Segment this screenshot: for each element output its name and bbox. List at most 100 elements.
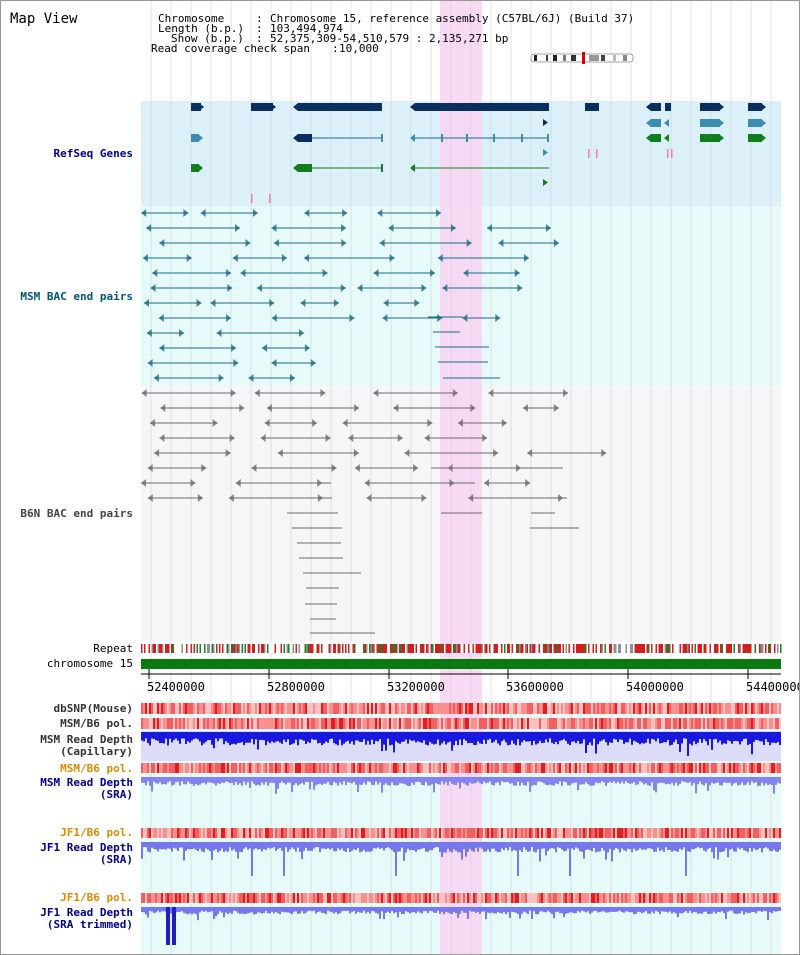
gene-tick xyxy=(671,149,673,158)
track-label-msm-cap-1[interactable]: MSM Read Depth xyxy=(40,733,133,746)
track-label-b6n-bac[interactable]: B6N BAC end pairs xyxy=(20,507,133,520)
msm-cap-depth-bar xyxy=(723,732,725,744)
jf1-pol-strip xyxy=(547,828,549,838)
track-label-jf1-pol-1[interactable]: JF1/B6 pol. xyxy=(60,826,133,839)
gene-tick xyxy=(667,149,669,158)
msm-pol2-strip xyxy=(605,763,607,773)
jf1-pol2-strip xyxy=(559,893,561,903)
jf1-sra-depth-bar xyxy=(173,842,175,848)
track-label-refseq[interactable]: RefSeq Genes xyxy=(53,147,133,160)
repeat-element xyxy=(573,644,575,653)
jf1-pol-strip xyxy=(355,828,357,838)
msm-pol2-strip xyxy=(629,763,631,773)
track-label-msm-sra-1[interactable]: MSM Read Depth xyxy=(40,776,133,789)
jf1-trim-depth-bar xyxy=(333,907,335,914)
dbsnp-strip xyxy=(539,703,541,714)
msm-sra-depth-bar xyxy=(219,777,221,785)
msm-pol-strip xyxy=(539,718,541,729)
msm-pol-strip xyxy=(157,718,159,729)
msm-pol-strip xyxy=(287,718,289,729)
msm-cap-depth-bar xyxy=(503,732,505,740)
msm-pol-strip xyxy=(411,718,413,729)
msm-cap-depth-bar xyxy=(745,732,747,739)
jf1-sra-depth-bar xyxy=(393,842,395,853)
jf1-trim-depth-bar xyxy=(183,907,185,913)
jf1-pol-strip xyxy=(351,828,353,838)
gene-arrow xyxy=(410,164,415,172)
dbsnp-strip xyxy=(371,703,373,714)
repeat-element xyxy=(370,644,372,653)
msm-pol-strip xyxy=(333,718,335,729)
msm-sra-depth-bar xyxy=(553,777,555,786)
msm-sra-depth-bar xyxy=(639,777,641,782)
dbsnp-strip xyxy=(283,703,285,714)
repeat-element xyxy=(204,644,206,653)
dbsnp-strip xyxy=(373,703,375,714)
jf1-trim-depth-bar xyxy=(309,907,311,911)
dbsnp-strip xyxy=(161,703,163,714)
msm-cap-depth-bar xyxy=(439,732,441,746)
jf1-trim-depth-bar xyxy=(717,907,719,912)
dbsnp-strip xyxy=(481,703,483,714)
track-label-msm-pol-2[interactable]: MSM/B6 pol. xyxy=(60,762,133,775)
msm-pol2-strip xyxy=(313,763,315,773)
jf1-pol-strip xyxy=(557,828,559,838)
dbsnp-strip xyxy=(463,703,465,714)
msm-sra-depth-bar xyxy=(351,777,353,784)
msm-pol-strip xyxy=(681,718,683,729)
msm-sra-depth-bar xyxy=(141,777,143,783)
jf1-pol-strip xyxy=(767,828,769,838)
msm-sra-depth-bar xyxy=(563,777,565,782)
jf1-pol2-strip xyxy=(751,893,753,903)
jf1-pol2-strip xyxy=(151,893,153,903)
jf1-trim-depth-bar xyxy=(749,907,751,913)
msm-pol-strip xyxy=(385,718,387,729)
msm-pol2-strip xyxy=(579,763,581,773)
jf1-pol2-strip xyxy=(527,893,529,903)
jf1-trim-depth-bar xyxy=(161,907,163,912)
msm-pol2-strip xyxy=(703,763,705,773)
dbsnp-strip xyxy=(143,703,145,714)
msm-sra-depth-bar xyxy=(623,777,625,784)
jf1-sra-depth-bar xyxy=(155,842,157,850)
track-label-jf1-pol-2[interactable]: JF1/B6 pol. xyxy=(60,891,133,904)
jf1-trim-depth-bar xyxy=(759,907,761,911)
jf1-pol2-strip xyxy=(515,893,517,903)
dbsnp-strip xyxy=(609,703,611,714)
track-label-jf1-sra-1[interactable]: JF1 Read Depth xyxy=(40,841,133,854)
track-label-msm-pol-1[interactable]: MSM/B6 pol. xyxy=(60,717,133,730)
repeat-element xyxy=(495,644,497,653)
repeat-element xyxy=(316,644,318,653)
track-label-dbsnp[interactable]: dbSNP(Mouse) xyxy=(53,702,133,715)
jf1-sra-depth-bar xyxy=(443,842,445,853)
track-label-jf1-trim-1[interactable]: JF1 Read Depth xyxy=(40,906,133,919)
msm-cap-depth-bar xyxy=(293,732,295,744)
jf1-pol2-strip xyxy=(143,893,145,903)
msm-pol-strip xyxy=(735,718,737,729)
msm-bac-pair-end xyxy=(216,329,222,337)
jf1-pol-strip xyxy=(417,828,419,838)
jf1-pol2-strip xyxy=(713,893,715,903)
jf1-pol-strip xyxy=(451,828,453,838)
jf1-pol2-strip xyxy=(703,893,705,903)
jf1-trim-depth-bar xyxy=(381,907,383,912)
msm-sra-depth-bar xyxy=(459,777,461,789)
jf1-trim-depth-bar xyxy=(403,907,405,915)
jf1-trim-depth-bar xyxy=(513,907,515,913)
repeat-element xyxy=(390,644,392,653)
jf1-sra-depth-bar xyxy=(211,842,213,860)
repeat-element xyxy=(298,644,300,653)
msm-sra-depth-bar xyxy=(339,777,341,783)
jf1-pol2-strip xyxy=(271,893,273,903)
jf1-sra-depth-bar xyxy=(303,842,305,852)
msm-cap-depth-bar xyxy=(573,732,575,742)
jf1-trim-depth-bar xyxy=(365,907,367,914)
msm-pol-strip xyxy=(301,718,303,729)
msm-pol2-strip xyxy=(511,763,513,773)
repeat-element xyxy=(579,644,581,653)
msm-pol2-strip xyxy=(229,763,231,773)
track-label-msm-bac[interactable]: MSM BAC end pairs xyxy=(20,290,133,303)
msm-sra-depth-bar xyxy=(195,777,197,785)
msm-cap-depth-bar xyxy=(395,732,397,742)
